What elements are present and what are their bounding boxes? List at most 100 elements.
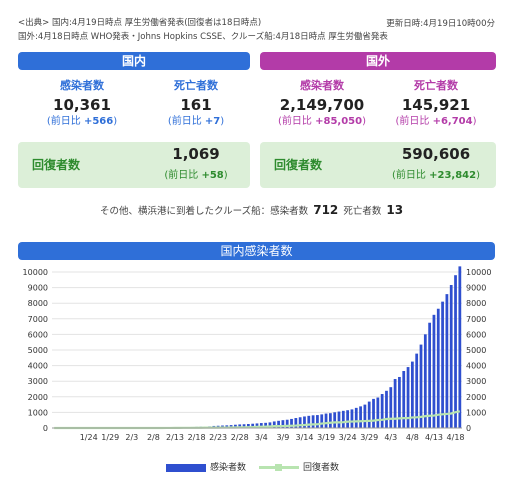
x-tick-label: 2/23 (209, 433, 227, 442)
domestic-infected-label: 感染者数 (60, 79, 104, 92)
x-tick-label: 4/18 (447, 433, 465, 442)
bar (285, 419, 289, 428)
bar (234, 424, 237, 428)
bar (333, 412, 337, 428)
international-infected-diff: (前日比 +85,050) (278, 116, 366, 127)
bar (376, 397, 380, 428)
bar (385, 390, 388, 428)
bar (316, 415, 319, 428)
bar (294, 418, 298, 428)
bar (454, 275, 457, 428)
bar (272, 421, 276, 428)
domestic-deaths: 死亡者数 161 (前日比 +7) (136, 79, 256, 129)
bar (277, 420, 280, 428)
bar (259, 423, 263, 428)
legend-line-label: 回復者数 (302, 463, 339, 473)
international-infected: 感染者数 2,149,700 (前日比 +85,050) (262, 79, 382, 129)
source-line-1: <出典> 国内:4月19日時点 厚生労働省発表(回復者は18日時点) (18, 18, 262, 28)
legend-bar-label: 感染者数 (210, 463, 247, 473)
bar (410, 361, 414, 428)
bar (341, 410, 345, 428)
bar (380, 394, 384, 428)
bar (346, 410, 350, 428)
bar (449, 284, 453, 428)
y-tick-label-right: 1000 (466, 408, 486, 417)
bar (337, 411, 341, 428)
international-infected-label: 感染者数 (300, 79, 344, 92)
bar (251, 423, 255, 428)
x-tick-label: 4/8 (406, 433, 419, 442)
bar (363, 404, 367, 428)
legend-bar-swatch (166, 463, 207, 472)
bar (432, 314, 436, 428)
international-recovered: 回復者数 590,606 (前日比 +23,842) (260, 142, 496, 188)
x-tick-label: 4/3 (384, 433, 397, 442)
x-tick-label: 3/4 (255, 433, 268, 442)
bar (246, 424, 250, 428)
bar (372, 398, 375, 428)
international-recovered-label: 回復者数 (274, 158, 323, 172)
cruise-infected-value: 712 (313, 203, 339, 217)
cruise-ship-summary: その他、横浜港に到着したクルーズ船：感染者数 712 死亡者数 13 (0, 203, 505, 217)
domestic-deaths-value: 161 (180, 96, 212, 114)
bar (415, 353, 419, 428)
bar (324, 413, 328, 428)
x-tick-label: 3/14 (295, 433, 313, 442)
bar (298, 417, 302, 428)
bar (238, 424, 242, 428)
y-tick-label-left: 9000 (28, 284, 48, 293)
y-tick-label-left: 4000 (28, 362, 48, 371)
domestic-recovered: 回復者数 1,069 (前日比 +58) (18, 142, 250, 188)
international-deaths-value: 145,921 (401, 96, 471, 114)
x-tick-label: 2/13 (166, 433, 184, 442)
bar (402, 370, 406, 428)
domestic-recovered-value: 1,069 (172, 145, 220, 163)
chart-legend: 感染者数 回復者数 (0, 460, 505, 473)
domestic-infected: 感染者数 10,361 (前日比 +566) (22, 79, 142, 129)
domestic-deaths-label: 死亡者数 (174, 79, 218, 92)
chart-title: 国内感染者数 (18, 242, 495, 260)
bar (436, 308, 440, 428)
bar (264, 422, 268, 428)
x-tick-label: 1/24 (80, 433, 98, 442)
bar (281, 420, 285, 428)
bar (354, 407, 358, 428)
bar (428, 322, 432, 428)
bar (328, 413, 332, 428)
y-tick-label-right: 9000 (466, 284, 486, 293)
bar (268, 422, 272, 428)
y-tick-label-right: 5000 (466, 346, 486, 355)
domestic-header: 国内 (18, 52, 250, 70)
domestic-infections-chart: 0 0 1000 1000 2000 2000 3000 3000 4000 4000 5000 50… (23, 266, 491, 442)
domestic-panel: 国内 感染者数 10,361 (前日比 +566) 死亡者数 161 (前日比 … (18, 52, 250, 192)
international-panel: 国外 感染者数 2,149,700 (前日比 +85,050) 死亡者数 145… (260, 52, 496, 192)
y-tick-label-left: 5000 (28, 346, 48, 355)
bar (320, 414, 324, 428)
bar (350, 409, 354, 428)
x-tick-label: 3/9 (276, 433, 289, 442)
international-header: 国外 (260, 52, 496, 70)
domestic-deaths-diff: (前日比 +7) (167, 116, 225, 127)
x-tick-label: 3/19 (317, 433, 335, 442)
y-tick-label-right: 0 (466, 424, 471, 433)
x-tick-label: 3/29 (360, 433, 378, 442)
bar (445, 294, 449, 428)
cruise-text-1: その他、横浜港に到着したクルーズ船：感染者数 (99, 206, 309, 217)
y-tick-label-right: 3000 (466, 377, 486, 386)
bar (290, 418, 293, 428)
bar (398, 376, 401, 428)
bar (359, 406, 362, 428)
x-tick-label: 2/18 (188, 433, 206, 442)
y-tick-label-left: 1000 (28, 408, 48, 417)
bar (307, 415, 311, 428)
y-tick-label-left: 3000 (28, 377, 48, 386)
bar (389, 387, 393, 428)
x-tick-label: 1/29 (101, 433, 119, 442)
y-tick-label-left: 6000 (28, 330, 48, 339)
cruise-text-2: 死亡者数 (343, 206, 382, 217)
bar (367, 401, 371, 428)
international-deaths-label: 死亡者数 (414, 79, 458, 92)
domestic-recovered-label: 回復者数 (32, 158, 81, 172)
source-line-2: 国外:4月18日時点 WHO発表・Johns Hopkins CSSE、クルーズ… (18, 32, 388, 42)
y-tick-label-left: 7000 (28, 315, 48, 324)
